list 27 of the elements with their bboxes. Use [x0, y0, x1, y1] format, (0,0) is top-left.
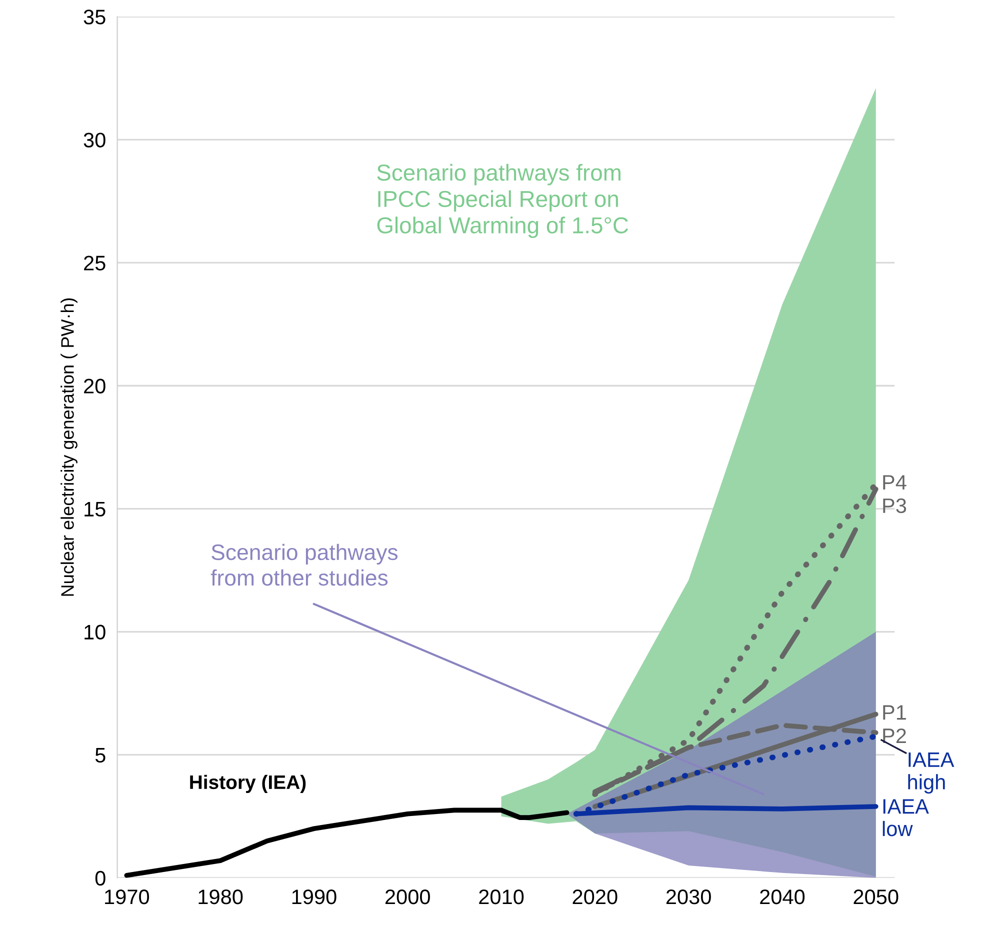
series-label: P1 [883, 705, 906, 720]
x-tick-label: 2000 [385, 890, 430, 904]
y-tick-label: 25 [84, 256, 106, 270]
y-tick-label: 30 [84, 132, 106, 148]
y-axis-title: Nuclear electricity generation ( PW·h) [60, 298, 78, 596]
series-label: P4 [883, 475, 906, 490]
x-tick-label: 2010 [479, 890, 524, 904]
x-tick-label: 1970 [105, 890, 150, 904]
series-label: IAEA high [908, 752, 954, 794]
series-label: History (IEA) [190, 774, 306, 793]
y-tick-label: 35 [84, 10, 106, 24]
annotation: Scenario pathways from other studies [210, 544, 398, 586]
series-label: P3 [883, 498, 906, 514]
x-tick-label: 1980 [198, 890, 243, 904]
x-tick-label: 2050 [854, 890, 898, 904]
x-tick-label: 2030 [666, 890, 711, 904]
series-label: P2 [883, 728, 906, 743]
y-tick-label: 5 [95, 748, 106, 763]
y-tick-label: 20 [84, 378, 106, 394]
x-tick-label: 1990 [292, 890, 336, 904]
x-tick-label: 2020 [572, 890, 618, 904]
y-tick-label: 15 [84, 502, 106, 517]
annotation: Scenario pathways from IPCC Special Report on Global Warming of 1.5°C [377, 164, 628, 238]
y-tick-label: 10 [84, 624, 106, 640]
series-label: IAEA low [882, 799, 929, 836]
y-tick-label: 0 [95, 870, 106, 886]
x-tick-label: 2040 [760, 890, 805, 904]
